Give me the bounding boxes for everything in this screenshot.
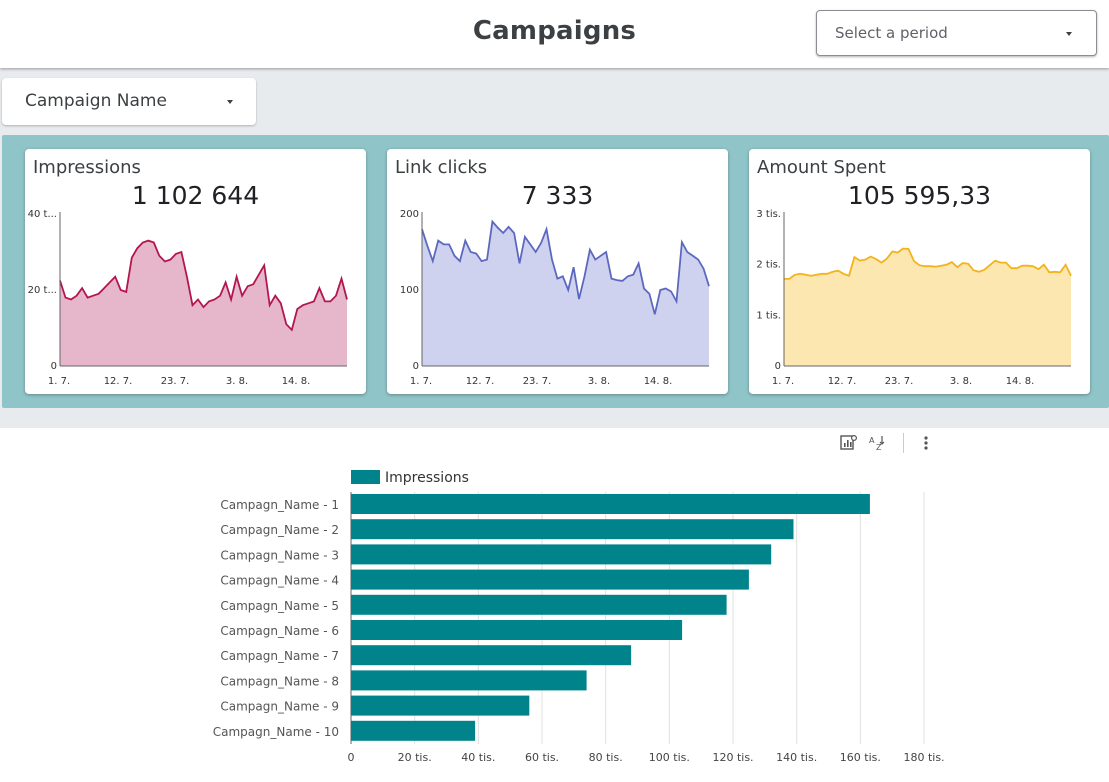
sparkline-line xyxy=(421,219,710,315)
kpi-value: 105 595,33 xyxy=(847,181,992,210)
legend-label[interactable]: Impressions xyxy=(385,470,469,486)
category-label: Campagn_Name - 4 xyxy=(220,574,339,588)
bar[interactable] xyxy=(351,569,749,590)
campaign-filter-label: Campaign Name xyxy=(25,91,167,111)
sparkline-line xyxy=(59,239,348,332)
svg-text:Z: Z xyxy=(876,443,882,452)
category-label: Campagn_Name - 8 xyxy=(220,674,339,688)
sparkline-line xyxy=(784,247,1072,280)
x-tick-label: 23. 7. xyxy=(161,376,190,387)
y-tick-label: 100 xyxy=(400,285,419,296)
x-tick-label: 160 tis. xyxy=(840,751,881,764)
bar[interactable] xyxy=(351,494,870,514)
bar[interactable] xyxy=(351,695,530,716)
y-tick-label: 40 t... xyxy=(28,209,57,220)
legend-swatch[interactable] xyxy=(351,470,380,484)
bar[interactable] xyxy=(351,620,683,640)
kpi-title: Impressions xyxy=(33,157,141,178)
x-tick-label: 20 tis. xyxy=(398,751,432,764)
bar[interactable] xyxy=(351,645,632,666)
kpi-card-link-clicks[interactable]: 0 100 200 1. 7. 12. 7. 23. 7. 3. 8. 14. 8. Link… xyxy=(387,149,728,394)
x-tick-label: 3. 8. xyxy=(950,376,972,387)
category-label: Campagn_Name - 5 xyxy=(220,599,339,613)
x-tick-label: 12. 7. xyxy=(104,376,133,387)
x-tick-label: 0 xyxy=(348,751,355,764)
impressions-bar-chart: Impressions Campagn_Name - 1 Campagn_Name… xyxy=(213,470,945,764)
amount-spent-sparkline: 0 1 tis. 2 tis. 3 tis. 1. 7. 12. 7. 23. 7. 3. 8… xyxy=(756,209,1072,387)
x-tick-label: 40 tis. xyxy=(461,751,495,764)
sparkline-area xyxy=(60,240,347,366)
category-label: Campagn_Name - 2 xyxy=(220,523,339,537)
chevron-down-icon xyxy=(227,100,233,104)
category-label: Campagn_Name - 7 xyxy=(220,649,339,663)
x-tick-label: 80 tis. xyxy=(589,751,623,764)
x-tick-label: 14. 8. xyxy=(282,376,311,387)
category-label: Campagn_Name - 10 xyxy=(213,725,339,739)
sort-az-icon[interactable]: A Z xyxy=(868,434,886,452)
bar[interactable] xyxy=(351,670,587,691)
page-header: Campaigns Select a period xyxy=(0,0,1109,68)
bar[interactable] xyxy=(351,720,476,741)
kpi-value: 7 333 xyxy=(521,181,594,210)
more-vert-icon[interactable] xyxy=(917,434,935,452)
x-tick-label: 1. 7. xyxy=(772,376,794,387)
x-tick-label: 100 tis. xyxy=(649,751,690,764)
link-clicks-sparkline: 0 100 200 1. 7. 12. 7. 23. 7. 3. 8. 14. 8. xyxy=(400,209,710,387)
campaign-name-filter[interactable]: Campaign Name xyxy=(2,78,256,125)
x-tick-label: 12. 7. xyxy=(466,376,495,387)
kpi-card-amount-spent[interactable]: 0 1 tis. 2 tis. 3 tis. 1. 7. 12. 7. 23. 7. 3. 8… xyxy=(749,149,1090,394)
x-tick-label: 1. 7. xyxy=(48,376,70,387)
x-tick-label: 60 tis. xyxy=(525,751,559,764)
y-tick-label: 2 tis. xyxy=(756,260,781,271)
y-tick-label: 200 xyxy=(400,209,419,220)
category-label: Campagn_Name - 1 xyxy=(220,498,339,512)
kpi-value: 1 102 644 xyxy=(131,181,260,210)
x-tick-label: 23. 7. xyxy=(885,376,914,387)
y-tick-label: 20 t... xyxy=(28,285,57,296)
x-tick-label: 14. 8. xyxy=(644,376,673,387)
y-tick-label: 0 xyxy=(51,361,57,372)
sparkline-area xyxy=(422,221,709,366)
y-tick-label: 0 xyxy=(775,361,781,372)
toolbar-divider xyxy=(903,433,904,453)
kpi-title: Amount Spent xyxy=(757,157,886,178)
sparkline-area xyxy=(784,248,1071,366)
bar[interactable] xyxy=(351,519,794,540)
x-tick-label: 180 tis. xyxy=(903,751,944,764)
category-label: Campagn_Name - 3 xyxy=(220,548,339,562)
category-label: Campagn_Name - 6 xyxy=(220,624,339,638)
svg-text:A: A xyxy=(869,436,875,445)
impressions-sparkline: 0 20 t... 40 t... 1. 7. 12. 7. 23. 7. 3. 8. 14.… xyxy=(28,209,348,387)
y-tick-label: 0 xyxy=(413,361,419,372)
chart-explore-icon[interactable] xyxy=(839,434,857,452)
x-tick-label: 23. 7. xyxy=(523,376,552,387)
x-tick-label: 140 tis. xyxy=(776,751,817,764)
y-tick-label: 3 tis. xyxy=(756,209,781,220)
period-select[interactable]: Select a period xyxy=(816,10,1097,56)
x-tick-label: 3. 8. xyxy=(226,376,248,387)
y-tick-label: 1 tis. xyxy=(756,310,781,321)
x-tick-label: 1. 7. xyxy=(410,376,432,387)
x-tick-label: 3. 8. xyxy=(588,376,610,387)
category-label: Campagn_Name - 9 xyxy=(220,700,339,714)
page-title: Campaigns xyxy=(472,16,637,46)
kpi-card-impressions[interactable]: 0 20 t... 40 t... 1. 7. 12. 7. 23. 7. 3. 8. 14.… xyxy=(25,149,366,394)
x-tick-label: 14. 8. xyxy=(1006,376,1035,387)
bar[interactable] xyxy=(351,594,727,615)
kpi-title: Link clicks xyxy=(395,157,488,178)
period-select-placeholder: Select a period xyxy=(835,24,948,42)
bar[interactable] xyxy=(351,544,772,565)
x-tick-label: 12. 7. xyxy=(828,376,857,387)
x-tick-label: 120 tis. xyxy=(712,751,753,764)
chevron-down-icon xyxy=(1066,32,1072,36)
